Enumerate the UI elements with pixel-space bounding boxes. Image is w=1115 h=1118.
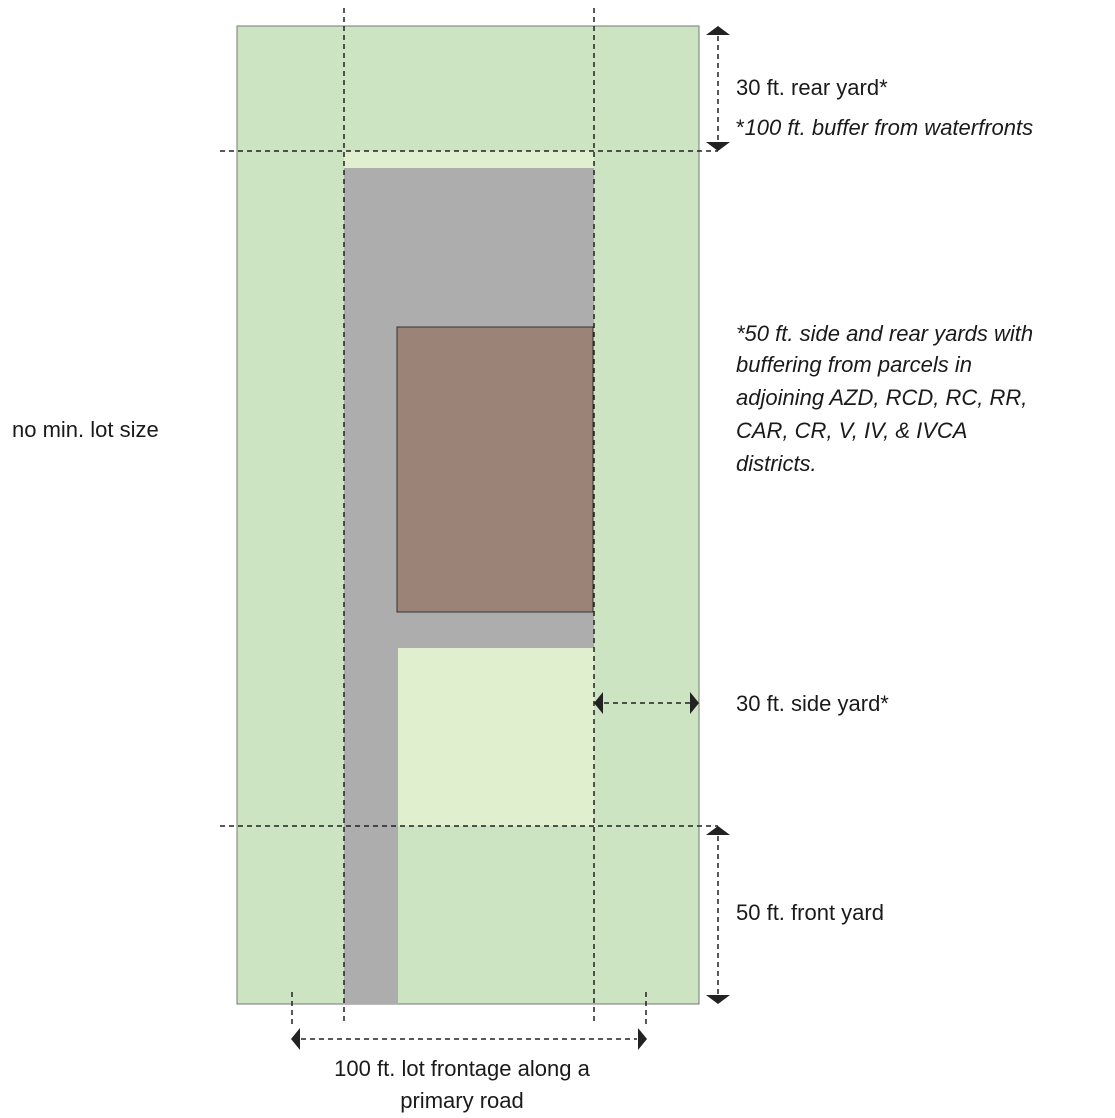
buffer-note-line-5: districts. (736, 451, 817, 476)
driveway-upper (344, 168, 594, 327)
driveway-strip (344, 327, 398, 1004)
front-yard-label: 50 ft. front yard (736, 900, 884, 925)
front-yard-arrow-down (706, 995, 730, 1004)
frontage-label-line-2: primary road (400, 1088, 523, 1113)
front-yard-arrow-up (706, 826, 730, 835)
frontage-arrow-right (638, 1028, 647, 1050)
building-footprint (396, 326, 594, 613)
side-yard-arrow-left (594, 692, 603, 714)
buffer-note-line-3: adjoining AZD, RCD, RC, RR, (736, 385, 1027, 410)
waterfront-note-asterisk: * (736, 115, 745, 140)
frontage-arrow-left (291, 1028, 300, 1050)
buffer-note-line-2: buffering from parcels in (736, 352, 972, 377)
buffer-note-line-4: CAR, CR, V, IV, & IVCA (736, 418, 967, 443)
rear-yard-arrow-up (706, 26, 730, 35)
waterfront-note-text: 100 ft. buffer from waterfronts (745, 115, 1034, 140)
buildable-area-top (344, 151, 594, 168)
driveway-connector (398, 612, 594, 648)
frontage-label-line-1: 100 ft. lot frontage along a (334, 1056, 590, 1081)
buffer-note-line-1: *50 ft. side and rear yards with (736, 321, 1033, 346)
side-yard-label: 30 ft. side yard* (736, 691, 889, 716)
rear-yard-arrow-down (706, 142, 730, 151)
side-yard-arrow-right (690, 692, 699, 714)
lot-size-label: no min. lot size (12, 417, 159, 442)
waterfront-note: *100 ft. buffer from waterfronts (736, 115, 1033, 140)
buildable-area-lower (398, 648, 594, 826)
rear-yard-label: 30 ft. rear yard* (736, 75, 888, 100)
